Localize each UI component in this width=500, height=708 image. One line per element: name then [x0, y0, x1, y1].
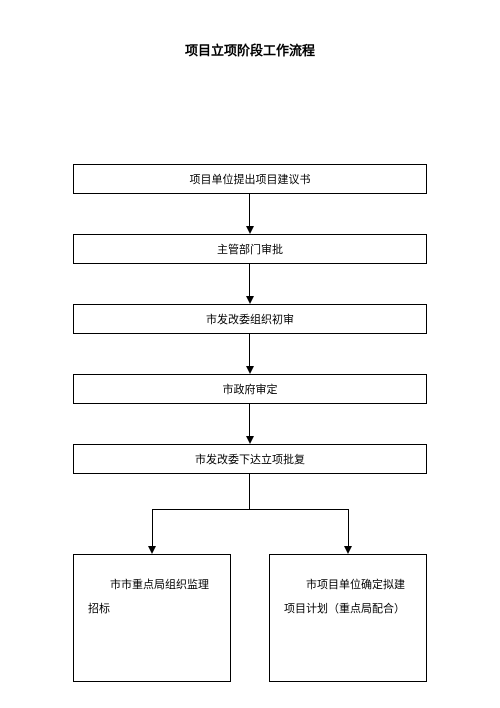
node-label: 市政府审定: [223, 381, 278, 397]
edge-3-4: [249, 334, 250, 366]
edge-4-5: [249, 404, 250, 436]
branch-vline-left: [152, 509, 153, 546]
node-label: 项目单位提出项目建议书: [190, 171, 311, 187]
flow-node-1: 项目单位提出项目建议书: [73, 164, 427, 194]
arrow-branch-left: [148, 546, 156, 554]
arrow-1-2: [246, 226, 254, 234]
flow-node-3: 市发改委组织初审: [73, 304, 427, 334]
arrow-4-5: [246, 436, 254, 444]
edge-1-2: [249, 194, 250, 226]
node-label: 市项目单位确定拟建项目计划（重点局配合）: [270, 555, 426, 639]
node-label: 市发改委组织初审: [206, 311, 294, 327]
flow-node-7: 市项目单位确定拟建项目计划（重点局配合）: [269, 554, 427, 682]
arrow-branch-right: [344, 546, 352, 554]
edge-2-3: [249, 264, 250, 296]
node-label: 市市重点局组织监理招标: [74, 555, 230, 639]
flow-node-4: 市政府审定: [73, 374, 427, 404]
branch-vline-top: [249, 474, 250, 509]
page-title: 项目立项阶段工作流程: [0, 0, 500, 84]
flow-node-5: 市发改委下达立项批复: [73, 444, 427, 474]
flow-node-6: 市市重点局组织监理招标: [73, 554, 231, 682]
branch-vline-right: [348, 509, 349, 546]
arrow-2-3: [246, 296, 254, 304]
branch-hline: [152, 509, 348, 510]
flow-node-2: 主管部门审批: [73, 234, 427, 264]
node-label: 主管部门审批: [217, 241, 283, 257]
arrow-3-4: [246, 366, 254, 374]
node-label: 市发改委下达立项批复: [195, 451, 305, 467]
